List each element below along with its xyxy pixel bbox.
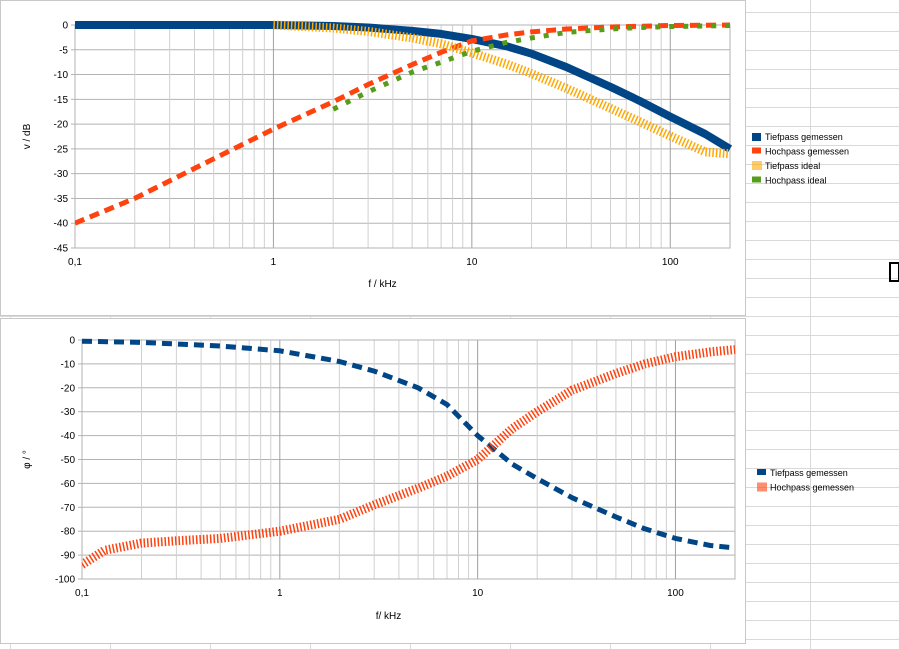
plot-area [74,24,731,249]
y-tick-label: -45 [54,244,69,255]
series-line-tiefpass-ideal [273,20,731,159]
y-tick-label: -100 [55,575,75,586]
y-tick-label: -15 [54,95,69,106]
legend-label: Hochpass gemessen [765,147,849,157]
legend-label: Hochpass ideal [765,176,827,186]
x-tick-label: 10 [466,257,478,268]
series-line-hochpass-ideal [332,23,731,112]
y-tick-label: -10 [54,70,69,81]
x-tick-label: 100 [662,257,679,268]
y-tick-label: -30 [54,169,69,180]
chart-frame [0,318,746,644]
x-tick-label: 100 [667,588,684,599]
x-tick-label: 0,1 [68,257,82,268]
legend-label: Tiefpass ideal [765,161,820,171]
y-axis-title: v / dB [22,123,33,149]
x-axis-title: f / kHz [368,279,396,290]
y-tick-label: -20 [54,120,69,131]
y-tick-label: 0 [69,336,75,347]
y-tick-label: -5 [59,45,68,56]
y-axis-title: φ / ° [22,450,33,469]
series-line-tiefpass-gemessen [75,21,733,153]
y-tick-label: -90 [61,551,76,562]
plot-area [81,339,736,580]
legend-swatch [752,133,761,141]
chart-frame [0,0,746,316]
x-axis-title: f/ kHz [376,611,402,622]
y-tick-label: -50 [61,455,76,466]
series-line-tiefpass-gemessen [82,338,736,551]
x-tick-label: 1 [277,588,283,599]
y-tick-label: -10 [61,359,76,370]
y-tick-label: -30 [61,407,76,418]
x-tick-label: 0,1 [75,588,89,599]
y-tick-label: 0 [62,21,68,32]
series-line-hochpass-gemessen [82,345,736,569]
y-tick-label: -40 [54,219,69,230]
y-tick-label: -60 [61,479,76,490]
legend-label: Hochpass gemessen [770,483,854,493]
legend-label: Tiefpass gemessen [770,468,848,478]
gain-chart: 0 -5 -10 -15 -20 -25 -30 -35 -40 -45 0,1 1 10 100 f / … [0,0,849,316]
selection-handle[interactable] [889,262,899,282]
y-tick-label: -20 [61,383,76,394]
series-line-hochpass-gemessen [75,22,731,226]
x-tick-label: 10 [472,588,484,599]
y-tick-label: -40 [61,431,76,442]
y-tick-label: -25 [54,144,69,155]
legend-swatch [757,469,766,475]
y-tick-label: -80 [61,527,76,538]
y-tick-label: -35 [54,194,69,205]
legend-swatch [752,147,761,154]
legend-swatch [752,176,761,183]
y-tick-label: -70 [61,503,76,514]
legend-label: Tiefpass gemessen [765,132,843,142]
x-tick-label: 1 [271,257,277,268]
